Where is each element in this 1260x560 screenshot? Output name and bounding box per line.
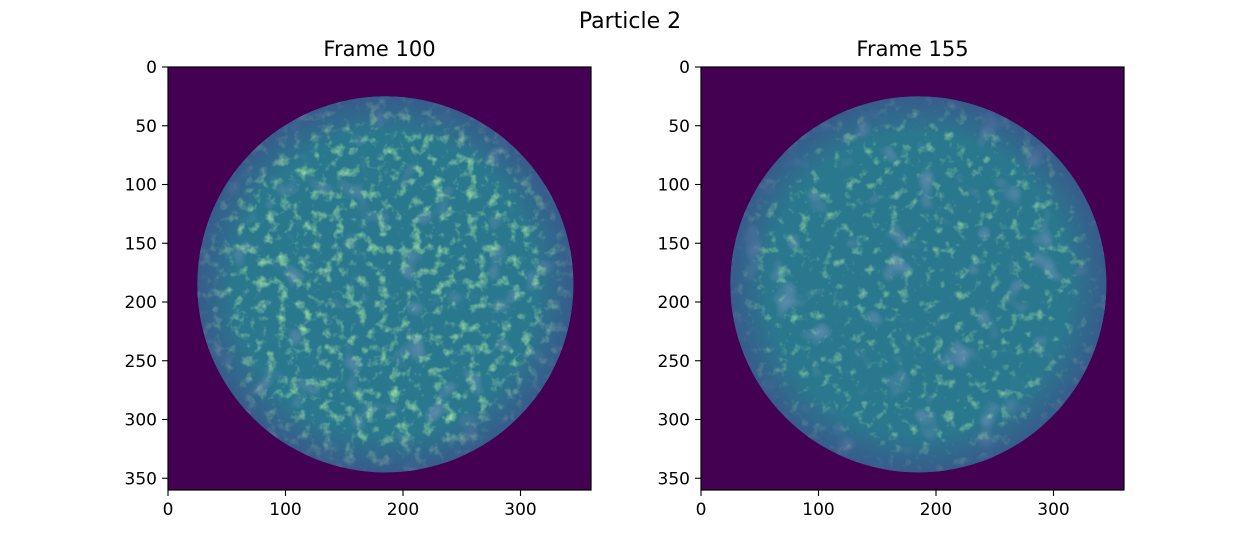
y-tick-label: 350 [658, 469, 690, 489]
figure-suptitle: Particle 2 [579, 9, 681, 34]
x-tick-label: 0 [163, 500, 174, 520]
disk-rim [730, 96, 1107, 473]
x-tick-label: 300 [504, 500, 536, 520]
x-tick-label: 100 [269, 500, 301, 520]
x-tick-label: 0 [696, 500, 707, 520]
y-tick-label: 300 [125, 411, 157, 431]
y-tick-label: 100 [658, 176, 690, 196]
y-tick-label: 150 [125, 234, 157, 254]
y-tick-label: 250 [125, 352, 157, 372]
panel-title: Frame 100 [323, 37, 435, 61]
x-tick-label: 100 [802, 500, 834, 520]
axes-frame [700, 66, 1125, 491]
y-tick-label: 150 [658, 234, 690, 254]
y-tick-label: 200 [658, 293, 690, 313]
x-tick-label: 200 [920, 500, 952, 520]
y-tick-label: 100 [125, 176, 157, 196]
y-tick-label: 50 [668, 117, 690, 137]
panel-title: Frame 155 [856, 37, 968, 61]
y-tick-label: 200 [125, 293, 157, 313]
y-tick-label: 0 [146, 58, 157, 78]
axes-frame [167, 66, 592, 491]
panel-frame-100: Frame 100 0 100 200 300 0 50 100 150 200 250 300 350 [125, 37, 592, 520]
y-tick-label: 50 [135, 117, 157, 137]
x-tick-label: 300 [1037, 500, 1069, 520]
y-tick-label: 300 [658, 411, 690, 431]
x-tick-label: 200 [387, 500, 419, 520]
y-tick-label: 0 [679, 58, 690, 78]
disk-rim [197, 96, 574, 473]
y-tick-label: 250 [658, 352, 690, 372]
y-tick-label: 350 [125, 469, 157, 489]
panel-frame-155: Frame 155 0 100 200 300 0 50 100 150 200 250 300 350 [658, 37, 1125, 520]
